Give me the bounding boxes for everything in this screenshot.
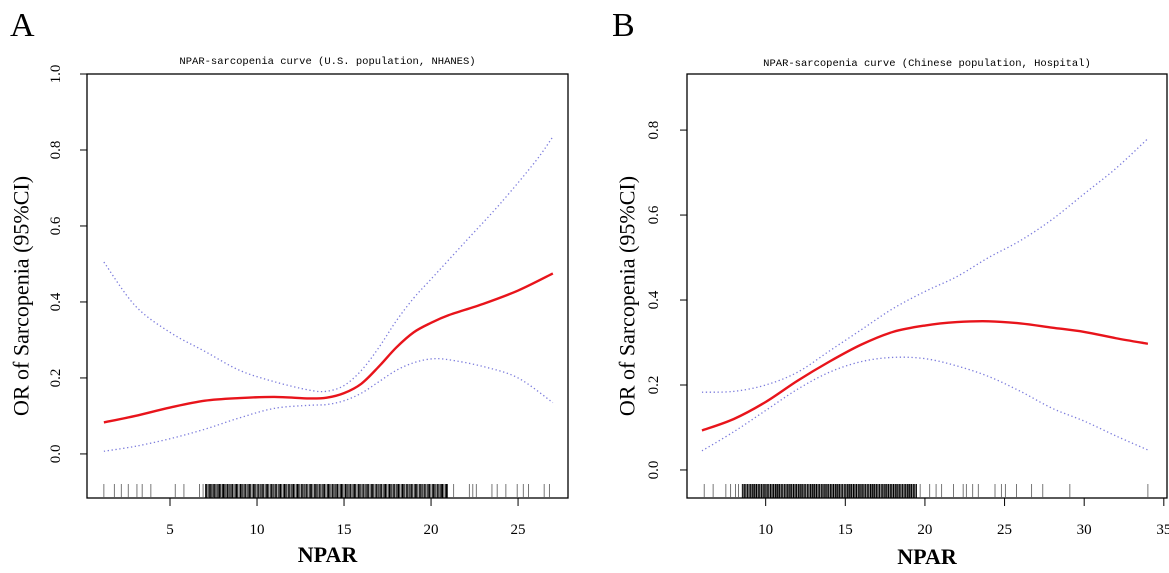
y-tick-label: 0.2	[48, 369, 64, 388]
y-tick-label: 0.2	[646, 376, 662, 395]
panel-label: A	[10, 7, 35, 44]
rug-plot	[703, 484, 1149, 498]
panel-b: B NPAR-sarcopenia curve (Chinese populati…	[612, 7, 1169, 569]
rug-plot	[103, 484, 550, 498]
x-tick-label: 10	[758, 522, 773, 538]
plot-frame	[86, 73, 569, 499]
x-tick-label: 20	[424, 522, 439, 538]
chart-title: NPAR-sarcopenia curve (U.S. population, …	[179, 56, 475, 68]
y-axis-label: OR of Sarcopenia (95%CI)	[615, 176, 640, 416]
x-axis-label: NPAR	[298, 542, 359, 567]
lower-ci-line	[103, 357, 554, 452]
x-tick-label: 25	[997, 522, 1012, 538]
y-tick-label: 0.6	[646, 205, 662, 224]
y-tick-label: 0.0	[48, 445, 64, 464]
x-tick-label: 35	[1156, 522, 1169, 538]
y-tick-label: 0.6	[48, 216, 64, 235]
upper-ci-line	[701, 138, 1149, 393]
or-estimate-line	[701, 320, 1149, 432]
y-tick-label: 0.4	[48, 292, 64, 311]
x-axis-label: NPAR	[897, 544, 958, 569]
x-tick-label: 15	[838, 522, 853, 538]
x-tick-label: 5	[166, 522, 174, 538]
x-tick-label: 25	[511, 522, 526, 538]
y-axis-label: OR of Sarcopenia (95%CI)	[9, 176, 34, 416]
plot-frame	[686, 73, 1168, 499]
y-tick-label: 0.8	[48, 141, 64, 160]
x-tick-label: 30	[1077, 522, 1092, 538]
y-tick-label: 0.8	[646, 121, 662, 140]
panel-label: B	[612, 7, 635, 44]
x-tick-label: 15	[337, 522, 352, 538]
chart-title: NPAR-sarcopenia curve (Chinese populatio…	[763, 58, 1091, 70]
lower-ci-line	[701, 356, 1149, 452]
y-tick-label: 0.4	[646, 290, 662, 309]
x-tick-label: 20	[917, 522, 932, 538]
y-tick-label: 0.0	[646, 461, 662, 480]
x-tick-label: 10	[250, 522, 265, 538]
upper-ci-line	[103, 136, 554, 393]
or-estimate-line	[103, 272, 554, 424]
y-tick-label: 1.0	[48, 65, 64, 84]
panel-a: A NPAR-sarcopenia curve (U.S. population,…	[9, 7, 569, 567]
